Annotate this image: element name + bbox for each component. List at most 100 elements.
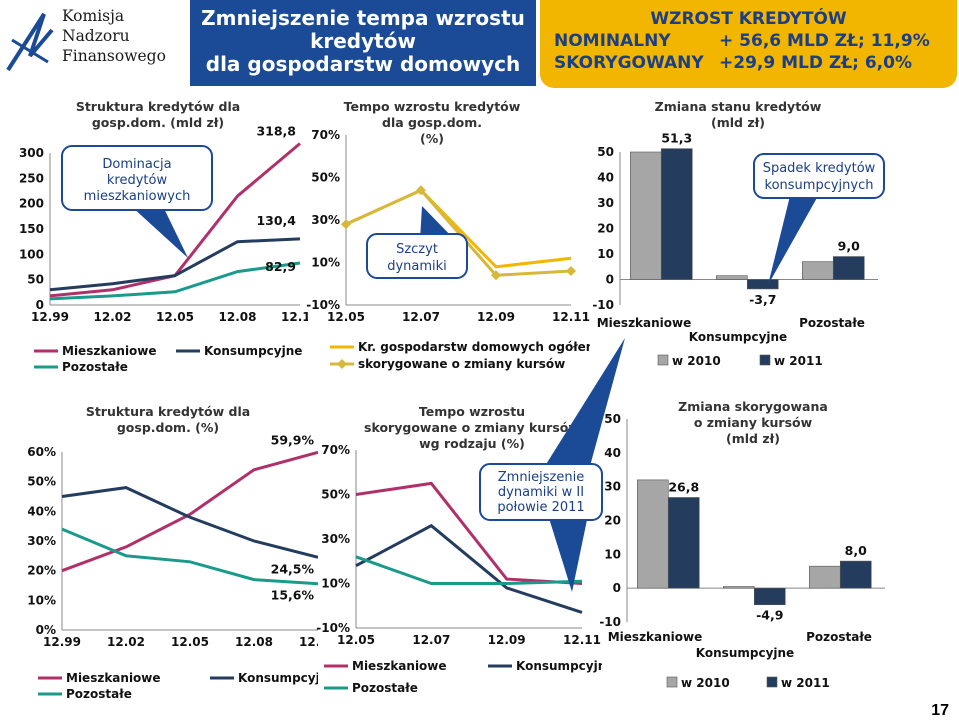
legend-swatch: [666, 676, 678, 688]
category-label: Konsumpcyjne: [696, 646, 794, 660]
x-tick-label: 12.08: [235, 635, 273, 649]
growth-label: NOMINALNY: [554, 31, 671, 51]
chart-title: Tempo wzrostu: [419, 404, 525, 419]
data-label: -4,9: [756, 608, 783, 623]
chart-title: Zmiana skorygowana: [678, 399, 828, 414]
chart-title: (%): [420, 131, 444, 146]
chart-title: Zmiana stanu kredytów: [655, 99, 822, 114]
logo-line: Nadzoru: [62, 27, 130, 45]
series-line-1: [345, 188, 572, 269]
legend-swatch: [766, 676, 778, 688]
data-label: 8,0: [845, 543, 867, 558]
legend-label: w 2011: [774, 354, 823, 368]
y-tick-label: 30%: [311, 213, 340, 227]
y-tick-label: 30: [597, 196, 614, 210]
growth-title: WZROST KREDYTÓW: [650, 9, 847, 29]
data-label: 318,8: [256, 123, 296, 138]
y-tick-label: 10: [604, 547, 621, 561]
y-tick-label: 50: [604, 412, 621, 426]
legend-label: w 2010: [681, 676, 730, 690]
x-tick-label: 12.09: [488, 633, 526, 647]
chart-title: skorygowane o zmiany kursów: [364, 420, 580, 435]
growth-row-adjusted: SKORYGOWANY +29,9 MLD ZŁ; 6,0%: [554, 52, 957, 74]
y-tick-label: 0: [36, 298, 44, 312]
x-tick-label: 12.99: [43, 635, 81, 649]
data-label: 15,6%: [271, 588, 315, 603]
x-tick-label: 12.11: [299, 635, 318, 649]
y-tick-label: 50%: [321, 488, 350, 502]
data-label: -3,7: [749, 292, 776, 307]
series-line-2: [61, 486, 318, 559]
series-line-3: [355, 555, 583, 585]
series-marker: [491, 270, 501, 281]
y-tick-label: -10%: [316, 621, 350, 635]
legend-swatch: [759, 354, 771, 366]
logo: Komisja Nadzoru Finansowego: [0, 0, 190, 88]
y-tick-label: -10%: [306, 298, 340, 312]
page-title: Zmniejszenie tempa wzrostu kredytów dla …: [190, 0, 536, 86]
legend-label: Mieszkaniowe: [352, 659, 447, 673]
y-tick-label: 20: [604, 514, 621, 528]
series-marker: [341, 219, 351, 230]
page-number: 17: [931, 702, 949, 719]
y-tick-label: 30%: [28, 534, 56, 548]
legend-label: Kr. gospodarstw domowych ogółem: [358, 340, 590, 354]
data-label: 24,5%: [271, 561, 315, 576]
x-tick-label: 12.09: [477, 310, 515, 324]
x-tick-label: 12.11: [281, 310, 308, 324]
x-tick-label: 12.07: [412, 633, 450, 647]
y-tick-label: -10: [599, 615, 621, 629]
y-tick-label: 40: [604, 446, 621, 460]
legend-label: Konsumpcyjne: [204, 344, 302, 358]
y-tick-label: 70%: [321, 443, 350, 457]
y-tick-label: 10: [597, 247, 614, 261]
x-tick-label: 12.02: [107, 635, 145, 649]
x-tick-label: 12.02: [94, 310, 132, 324]
bar-w-2011: [753, 587, 786, 606]
growth-value: +29,9 MLD ZŁ; 6,0%: [719, 53, 912, 73]
bar-w-2010: [630, 151, 662, 280]
category-label: Mieszkaniowe: [608, 630, 703, 644]
legend-label: Mieszkaniowe: [62, 344, 157, 358]
growth-value: + 56,6 MLD ZŁ; 11,9%: [719, 31, 930, 51]
logo-line: Finansowego: [62, 47, 166, 65]
knf-logo-icon: [6, 12, 54, 72]
data-label: 26,8: [668, 479, 699, 494]
series-line-3: [61, 527, 318, 586]
y-tick-label: 0: [613, 581, 621, 595]
bar-w-2011: [832, 256, 865, 280]
x-tick-label: 12.05: [171, 635, 209, 649]
growth-summary: WZROST KREDYTÓW NOMINALNY + 56,6 MLD ZŁ;…: [540, 0, 957, 88]
y-tick-label: 50: [27, 273, 44, 287]
data-label: 9,0: [838, 239, 860, 254]
y-tick-label: 150: [19, 222, 44, 236]
chart-title: Struktura kredytów dla: [86, 404, 250, 419]
y-tick-label: 10%: [28, 593, 56, 607]
y-tick-label: 200: [19, 197, 44, 211]
legend-label: w 2011: [781, 676, 830, 690]
bar-w-2010: [802, 261, 834, 280]
legend-label: skorygowane o zmiany kursów: [358, 357, 565, 371]
legend-label: Pozostałe: [66, 687, 132, 700]
x-tick-label: 12.07: [402, 310, 440, 324]
chart-title: (mld zł): [726, 431, 780, 446]
series-line-2: [345, 188, 572, 277]
bar-w-2011: [667, 497, 700, 589]
series-line-1: [61, 450, 318, 573]
title-line: Zmniejszenie tempa wzrostu: [201, 6, 525, 30]
bar-w-2010: [716, 275, 748, 280]
y-tick-label: 70%: [311, 128, 340, 142]
bar-w-2010: [809, 565, 841, 589]
y-tick-label: 20: [597, 222, 614, 236]
growth-row-nominal: NOMINALNY + 56,6 MLD ZŁ; 11,9%: [554, 30, 957, 52]
category-label: Mieszkaniowe: [597, 316, 692, 330]
chart-title: gosp.dom. (%): [117, 420, 219, 435]
data-label: 82,9: [265, 259, 296, 274]
y-tick-label: 10%: [311, 256, 340, 270]
y-tick-label: 50%: [28, 475, 56, 489]
series-line-2: [49, 237, 301, 292]
chart-title: Tempo wzrostu kredytów: [344, 99, 521, 114]
y-tick-label: 30: [604, 480, 621, 494]
legend-label: Konsumpcyjne: [238, 671, 318, 685]
